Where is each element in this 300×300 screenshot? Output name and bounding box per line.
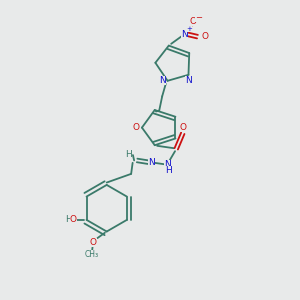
Text: O: O: [70, 215, 76, 224]
Text: O: O: [189, 17, 196, 26]
Text: O: O: [201, 32, 208, 41]
Text: H: H: [65, 215, 72, 224]
Text: N: N: [164, 160, 171, 169]
Text: H: H: [165, 166, 172, 175]
Text: O: O: [133, 123, 140, 132]
Text: N: N: [185, 76, 192, 85]
Text: H: H: [125, 150, 132, 159]
Text: −: −: [195, 13, 202, 22]
Text: O: O: [90, 238, 97, 247]
Text: O: O: [180, 123, 187, 132]
Text: N: N: [159, 76, 166, 85]
Text: +: +: [186, 26, 192, 32]
Text: CH₃: CH₃: [84, 250, 98, 259]
Text: N: N: [148, 158, 155, 167]
Text: N: N: [181, 30, 188, 39]
